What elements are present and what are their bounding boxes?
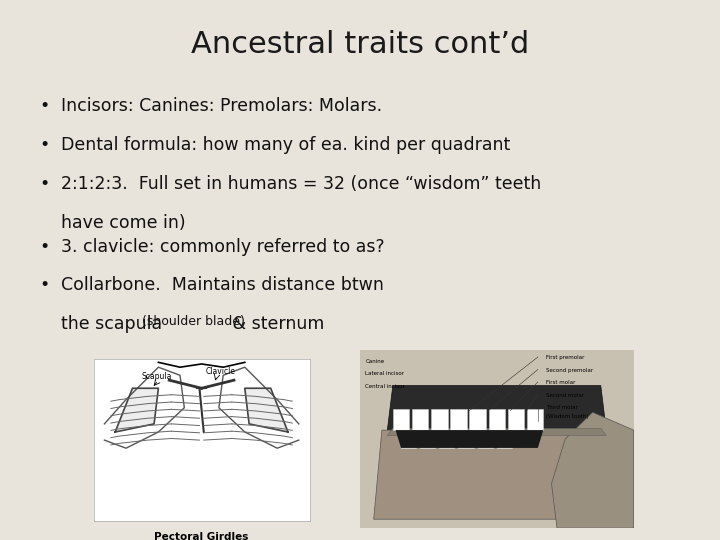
Text: 3. clavicle: commonly referred to as?: 3. clavicle: commonly referred to as? — [61, 238, 384, 255]
Text: Incisors: Canines: Premolars: Molars.: Incisors: Canines: Premolars: Molars. — [61, 97, 382, 115]
Text: Collarbone.  Maintains distance btwn: Collarbone. Maintains distance btwn — [61, 276, 384, 294]
Text: First premolar: First premolar — [546, 355, 585, 360]
Text: have come in): have come in) — [61, 214, 186, 232]
Polygon shape — [420, 434, 435, 448]
Polygon shape — [450, 409, 467, 430]
Text: Dental formula: how many of ea. kind per quadrant: Dental formula: how many of ea. kind per… — [61, 136, 510, 154]
Polygon shape — [115, 388, 158, 432]
Polygon shape — [469, 409, 486, 430]
Polygon shape — [459, 434, 474, 448]
Polygon shape — [387, 386, 606, 430]
Text: Canine: Canine — [366, 359, 384, 364]
Polygon shape — [393, 409, 409, 430]
Polygon shape — [387, 428, 606, 435]
Text: •: • — [40, 175, 50, 193]
Text: First molar: First molar — [546, 380, 575, 385]
Text: Second premolar: Second premolar — [546, 368, 593, 373]
Text: & sternum: & sternum — [227, 315, 324, 333]
Polygon shape — [477, 434, 492, 448]
Text: the scapula: the scapula — [61, 315, 168, 333]
Polygon shape — [401, 434, 416, 448]
Polygon shape — [508, 409, 524, 430]
Text: •: • — [40, 276, 50, 294]
Polygon shape — [374, 430, 620, 519]
Text: Second molar: Second molar — [546, 393, 584, 397]
Text: 2:1:2:3.  Full set in humans = 32 (once “wisdom” teeth: 2:1:2:3. Full set in humans = 32 (once “… — [61, 175, 541, 193]
Polygon shape — [245, 388, 288, 432]
Polygon shape — [431, 409, 448, 430]
Text: •: • — [40, 238, 50, 255]
Polygon shape — [395, 430, 544, 448]
Text: (Wisdom tooth): (Wisdom tooth) — [546, 414, 589, 419]
Polygon shape — [439, 434, 454, 448]
Text: Pectoral Girdles: Pectoral Girdles — [154, 532, 249, 540]
Polygon shape — [497, 434, 512, 448]
Polygon shape — [412, 409, 428, 430]
Text: Central incisor: Central incisor — [366, 384, 405, 389]
Text: Clavicle: Clavicle — [206, 367, 236, 376]
Text: Third molar: Third molar — [546, 405, 577, 410]
Text: •: • — [40, 97, 50, 115]
Polygon shape — [527, 409, 544, 430]
Polygon shape — [360, 350, 634, 528]
Text: •: • — [40, 136, 50, 154]
Polygon shape — [489, 409, 505, 430]
Polygon shape — [552, 413, 634, 528]
Text: Ancestral traits cont’d: Ancestral traits cont’d — [191, 30, 529, 59]
Text: Lateral incisor: Lateral incisor — [366, 372, 405, 376]
Text: Scapula: Scapula — [141, 372, 171, 381]
Text: (shoulder blade): (shoulder blade) — [142, 315, 245, 328]
